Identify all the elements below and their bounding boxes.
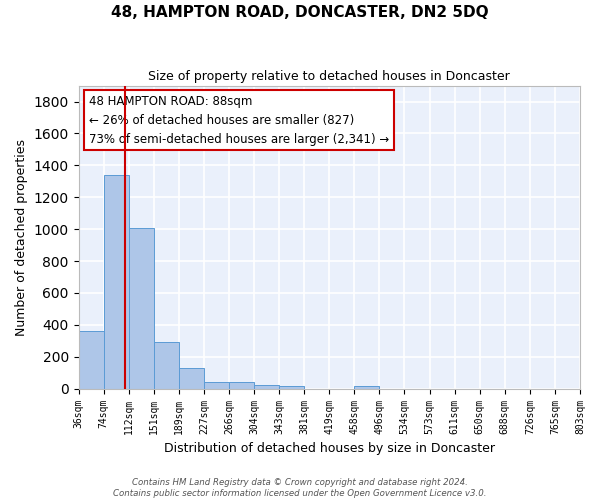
Bar [229, 382, 254, 388]
Text: 48, HAMPTON ROAD, DONCASTER, DN2 5DQ: 48, HAMPTON ROAD, DONCASTER, DN2 5DQ [111, 5, 489, 20]
Text: Contains HM Land Registry data © Crown copyright and database right 2024.
Contai: Contains HM Land Registry data © Crown c… [113, 478, 487, 498]
Bar [79, 332, 104, 388]
Bar [104, 175, 128, 388]
X-axis label: Distribution of detached houses by size in Doncaster: Distribution of detached houses by size … [164, 442, 495, 455]
Bar [254, 384, 279, 388]
Bar [355, 386, 379, 388]
Bar [179, 368, 204, 388]
Bar [279, 386, 304, 388]
Bar [128, 228, 154, 388]
Y-axis label: Number of detached properties: Number of detached properties [15, 138, 28, 336]
Bar [204, 382, 229, 388]
Bar [154, 342, 179, 388]
Title: Size of property relative to detached houses in Doncaster: Size of property relative to detached ho… [148, 70, 510, 83]
Text: 48 HAMPTON ROAD: 88sqm
← 26% of detached houses are smaller (827)
73% of semi-de: 48 HAMPTON ROAD: 88sqm ← 26% of detached… [89, 94, 389, 146]
